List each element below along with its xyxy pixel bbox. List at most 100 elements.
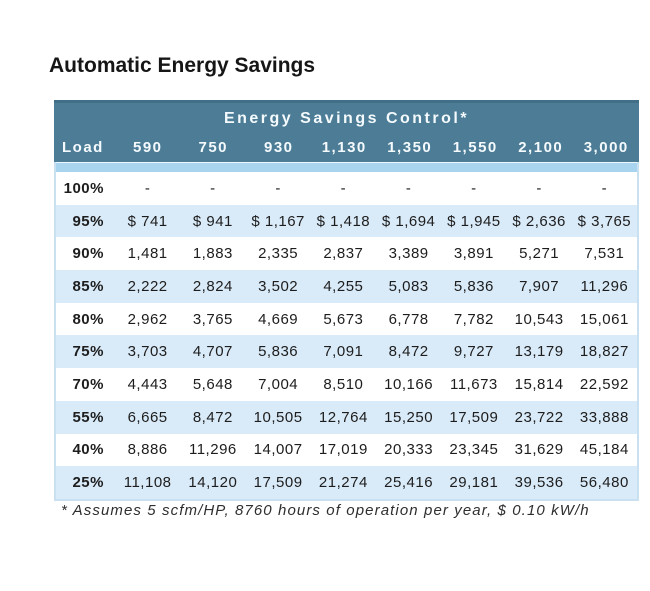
value-cell: 9,727 [453,343,494,361]
value-cell: 4,255 [323,277,364,295]
value-cell: 6,665 [127,408,168,426]
energy-savings-table: Energy Savings Control* Load 590 750 930 1,1… [54,100,639,501]
load-cell: 85% [72,277,104,295]
load-cell: 95% [72,212,104,230]
value-cell: 3,765 [192,310,233,328]
value-cell: 6,778 [388,310,429,328]
footnote: * Assumes 5 scfm/HP, 8760 hours of opera… [61,502,590,519]
table-row-90: 90% 1,481 1,883 2,335 2,837 3,389 3,891 5,271 7,… [56,237,637,271]
value-cell: 15,250 [384,408,434,426]
value-cell: 7,782 [453,310,494,328]
table-row-100: 100% - - - - - - - - [56,172,637,205]
value-cell: 3,502 [258,277,299,295]
value-cell: 11,673 [449,375,498,393]
table-row-55: 55% 6,665 8,472 10,505 12,764 15,250 17,509 23,… [56,400,637,434]
table-row-80: 80% 2,962 3,765 4,669 5,673 6,778 7,782 10,543 1… [56,302,637,336]
value-cell: 2,335 [258,245,299,263]
load-cell: 75% [72,343,104,361]
table-row-25: 25% 11,108 14,120 17,509 21,274 25,416 29,181 3… [56,466,637,499]
value-cell: 11,296 [188,441,237,459]
column-header-load: Load [62,139,104,156]
value-cell: 23,345 [449,441,499,459]
value-cell: 21,274 [318,474,368,492]
value-cell: 5,648 [192,375,233,393]
value-cell: 7,907 [519,277,560,295]
value-cell: - [471,179,477,197]
column-header-1130: 1,130 [321,139,367,156]
value-cell: 3,703 [127,343,168,361]
value-cell: 12,764 [318,408,368,426]
value-cell: 1,481 [127,245,168,263]
value-cell: 11,108 [123,474,172,492]
value-cell: 10,166 [384,375,434,393]
value-cell: $ 1,694 [381,212,436,230]
value-cell: 8,472 [192,408,233,426]
column-header-1550: 1,550 [452,139,498,156]
value-cell: 10,505 [253,408,303,426]
value-cell: 15,061 [579,310,629,328]
accent-strip [56,162,637,172]
value-cell: 17,019 [318,441,368,459]
value-cell: 56,480 [579,474,629,492]
value-cell: 2,222 [127,277,168,295]
load-cell: 80% [72,310,104,328]
value-cell: 18,827 [579,343,629,361]
table-row-95: 95% $ 741 $ 941 $ 1,167 $ 1,418 $ 1,694 $ 1,94… [56,204,637,238]
value-cell: 3,891 [453,245,494,263]
value-cell: - [275,179,281,197]
value-cell: $ 741 [127,212,168,230]
value-cell: 5,673 [323,310,364,328]
load-cell: 40% [72,441,104,459]
value-cell: 5,836 [453,277,494,295]
value-cell: $ 2,636 [512,212,566,230]
value-cell: 15,814 [514,375,564,393]
load-cell: 55% [72,408,104,426]
value-cell: 14,007 [253,441,303,459]
value-cell: 17,509 [253,474,303,492]
value-cell: - [405,179,412,197]
column-header-930: 930 [263,139,294,156]
table-row-70: 70% 4,443 5,648 7,004 8,510 10,166 11,673 15,81… [56,368,637,401]
value-cell: $ 1,945 [447,212,501,230]
value-cell: 8,886 [127,441,168,459]
value-cell: 10,543 [514,310,564,328]
column-header-1350: 1,350 [387,139,433,156]
value-cell: 29,181 [449,474,499,492]
value-cell: 39,536 [514,474,564,492]
value-cell: - [210,179,216,197]
value-cell: $ 1,418 [316,212,371,230]
value-cell: 3,389 [388,245,429,263]
value-cell: 45,184 [579,441,629,459]
value-cell: 13,179 [514,343,564,361]
load-cell: 25% [72,474,104,492]
value-cell: 31,629 [514,441,564,459]
table-header-band: Energy Savings Control* Load 590 750 930 1,1… [54,100,639,162]
column-header-590: 590 [132,139,163,156]
load-cell: 90% [72,245,104,263]
column-header-750: 750 [198,139,229,156]
column-header-2100: 2,100 [518,139,564,156]
value-cell: 1,883 [192,245,233,263]
value-cell: $ 1,167 [251,212,305,230]
value-cell: 5,271 [519,245,560,263]
value-cell: 7,004 [258,375,299,393]
value-cell: 25,416 [384,474,434,492]
value-cell: 5,083 [388,277,429,295]
value-cell: 2,824 [192,277,233,295]
load-cell: 70% [72,375,104,393]
value-cell: 4,669 [258,310,299,328]
value-cell: $ 941 [192,212,233,230]
value-cell: 20,333 [384,441,434,459]
value-cell: 4,443 [127,375,168,393]
value-cell: 8,510 [323,375,364,393]
value-cell: - [340,179,347,197]
load-cell: 100% [63,179,104,197]
value-cell: 23,722 [514,408,564,426]
group-header-label: Energy Savings Control* [223,110,470,127]
value-cell: 5,836 [258,343,299,361]
value-cell: 7,091 [323,343,364,361]
value-cell: 22,592 [579,375,629,393]
value-cell: - [601,179,608,197]
value-cell: 33,888 [579,408,629,426]
